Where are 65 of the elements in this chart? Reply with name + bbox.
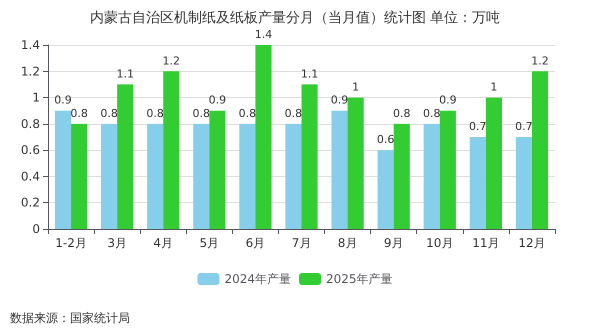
x-tick-label: 1-2月 xyxy=(55,236,87,250)
bar xyxy=(239,124,256,229)
bar xyxy=(470,137,486,229)
data-label: 0.8 xyxy=(146,106,164,120)
y-tick-label: 0 xyxy=(32,222,40,236)
bar xyxy=(378,150,394,229)
x-tick-label: 3月 xyxy=(107,236,127,250)
y-tick-label: 0.8 xyxy=(20,116,40,131)
x-tick-label: 11月 xyxy=(472,236,500,250)
bar xyxy=(193,124,210,229)
x-tick-label: 12月 xyxy=(518,236,546,250)
data-label: 0.8 xyxy=(192,106,210,120)
chart-title: 内蒙古自治区机制纸及纸板产量分月（当月值）统计图 单位：万吨 xyxy=(90,10,500,26)
data-label: 0.8 xyxy=(284,106,302,120)
data-label: 0.7 xyxy=(469,120,487,133)
bar xyxy=(54,110,72,229)
bar xyxy=(331,110,348,229)
data-label: 1.4 xyxy=(254,28,272,41)
legend-label: 2025年产量 xyxy=(326,272,393,286)
y-tick-label: 1 xyxy=(32,90,40,105)
bar xyxy=(285,124,302,229)
data-label: 0.8 xyxy=(70,106,88,120)
bar xyxy=(348,98,364,229)
bar xyxy=(516,137,532,229)
x-tick-label: 4月 xyxy=(153,236,174,250)
data-label: 1.1 xyxy=(300,67,318,80)
x-tick-label: 5月 xyxy=(200,236,220,250)
bar xyxy=(486,98,502,229)
data-label: 1 xyxy=(490,80,498,94)
y-tick-label: 1.2 xyxy=(20,64,40,78)
data-label: 0.9 xyxy=(330,94,348,107)
data-label: 0.7 xyxy=(515,120,533,133)
source-note: 数据来源：国家统计局 xyxy=(10,311,130,325)
bar xyxy=(255,45,272,229)
legend-label: 2024年产量 xyxy=(224,272,292,286)
data-label: 0.9 xyxy=(439,94,457,107)
data-label: 1.2 xyxy=(162,54,180,68)
data-label: 0.9 xyxy=(54,94,72,107)
y-tick-label: 0.2 xyxy=(20,196,40,210)
y-tick-label: 1.4 xyxy=(20,38,40,52)
x-tick-label: 10月 xyxy=(426,236,454,250)
bar xyxy=(394,124,410,229)
y-tick-label: 0.6 xyxy=(20,143,40,158)
data-label: 1 xyxy=(352,80,360,94)
bar xyxy=(163,71,180,229)
x-tick-label: 9月 xyxy=(384,236,404,250)
y-tick-label: 0.4 xyxy=(20,169,40,184)
bar xyxy=(147,124,164,229)
bar xyxy=(101,124,118,229)
data-label: 0.9 xyxy=(208,94,226,107)
bar xyxy=(209,110,226,229)
x-tick-label: 7月 xyxy=(292,236,312,250)
data-label: 1.1 xyxy=(116,67,134,80)
data-label: 0.8 xyxy=(422,106,440,120)
bar xyxy=(424,124,440,229)
bar xyxy=(440,110,456,229)
x-tick-label: 8月 xyxy=(338,236,358,250)
data-label: 1.2 xyxy=(531,54,549,68)
bar xyxy=(302,84,318,229)
bar xyxy=(532,71,548,229)
data-label: 0.8 xyxy=(238,106,256,120)
bar xyxy=(71,124,88,229)
bar xyxy=(117,84,134,229)
data-label: 0.8 xyxy=(393,106,410,120)
x-tick-label: 6月 xyxy=(246,236,266,250)
